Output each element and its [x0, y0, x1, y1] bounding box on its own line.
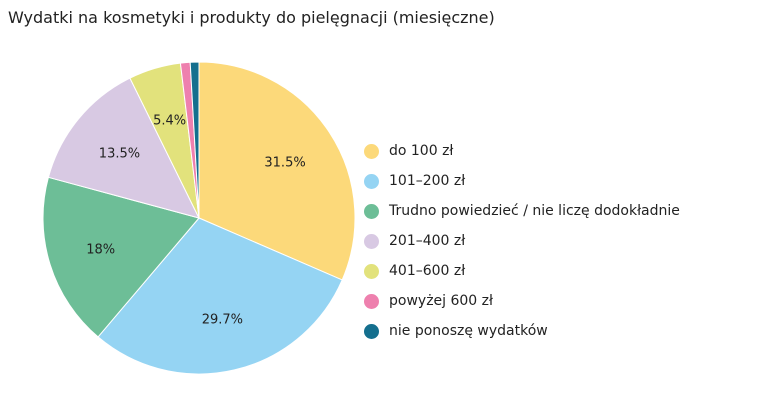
legend-item: Trudno powiedzieć / nie liczę dodokładni… [364, 196, 680, 226]
legend-label: powyżej 600 zł [389, 293, 493, 309]
legend-item: nie ponoszę wydatków [364, 316, 680, 346]
legend-item: do 100 zł [364, 136, 680, 166]
chart-title: Wydatki na kosmetyki i produkty do pielę… [8, 8, 495, 27]
legend-label: 201–400 zł [389, 233, 466, 249]
legend-item: powyżej 600 zł [364, 286, 680, 316]
legend-label: 401–600 zł [389, 263, 466, 279]
pie-slice [198, 61, 356, 281]
legend-swatch [364, 293, 379, 309]
legend: do 100 zł 101–200 zł Trudno powiedzieć / n… [364, 136, 680, 346]
legend-swatch [364, 323, 379, 339]
legend-label: 101–200 zł [389, 173, 466, 189]
legend-swatch [364, 173, 379, 189]
legend-swatch [364, 203, 379, 219]
legend-swatch [364, 143, 379, 159]
slice-value-label: 13.5% [99, 147, 140, 162]
legend-label: do 100 zł [389, 143, 454, 159]
pie-slice [42, 176, 200, 338]
legend-swatch [364, 263, 379, 279]
slice-value-label: 18% [86, 243, 115, 258]
pie-chart: 31.5% 29.7% 18% 13.5% 5.4% [42, 61, 356, 375]
pie-slice [97, 217, 343, 375]
legend-item: 101–200 zł [364, 166, 680, 196]
slice-value-label: 29.7% [202, 312, 243, 327]
pie-slice [189, 61, 200, 219]
legend-label: Trudno powiedzieć / nie liczę dodokładni… [389, 203, 680, 219]
slice-value-label: 31.5% [264, 155, 305, 170]
legend-item: 201–400 zł [364, 226, 680, 256]
slice-value-label: 5.4% [153, 113, 186, 128]
legend-swatch [364, 233, 379, 249]
legend-label: nie ponoszę wydatków [389, 323, 548, 339]
legend-item: 401–600 zł [364, 256, 680, 286]
pie-slice [47, 77, 200, 219]
